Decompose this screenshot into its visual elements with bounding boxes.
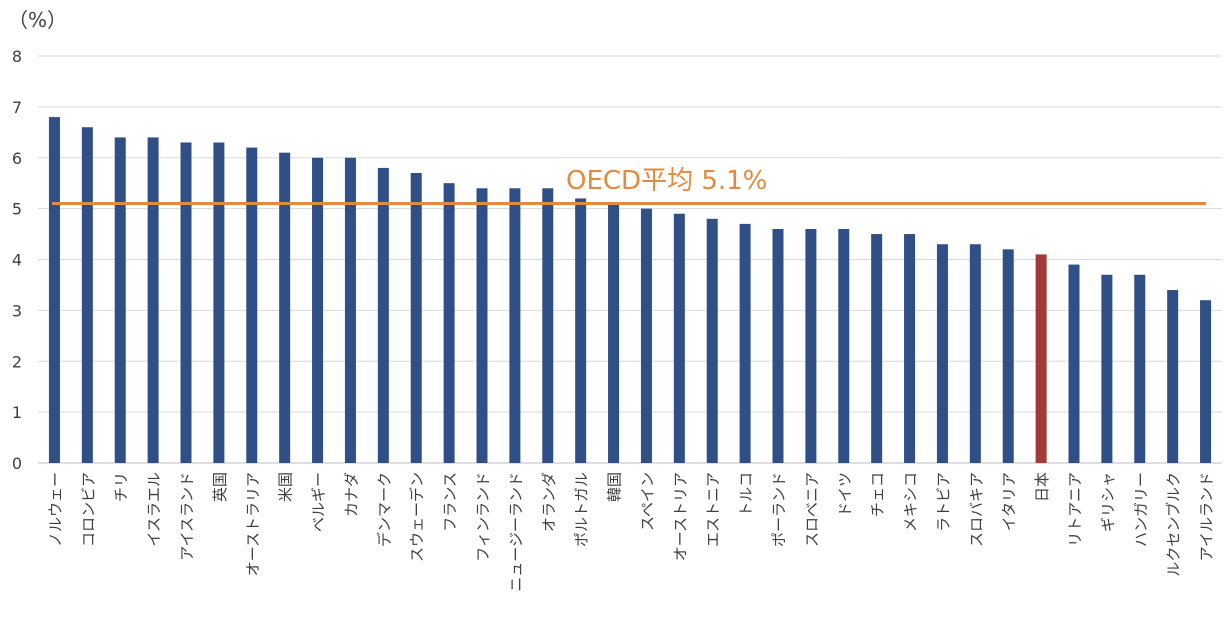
average-label: OECD平均 5.1% <box>566 166 767 196</box>
y-tick-label: 1 <box>12 403 22 422</box>
bar <box>180 142 192 464</box>
bar <box>410 173 422 463</box>
bar <box>936 244 948 463</box>
x-tick-label: イタリア <box>1000 472 1018 531</box>
x-tick-label: デンマーク <box>375 472 393 547</box>
bar <box>1134 274 1146 463</box>
x-tick-label: ニュージーランド <box>507 472 525 592</box>
y-tick-label: 0 <box>12 454 22 473</box>
bar <box>575 198 587 463</box>
x-tick-label: スペイン <box>638 472 656 531</box>
bar <box>640 208 652 463</box>
bar <box>969 244 981 463</box>
x-tick-label: ラトビア <box>934 472 952 532</box>
gridlines <box>38 55 1222 413</box>
average-line-group: OECD平均 5.1% <box>52 158 1206 206</box>
bar <box>279 152 291 463</box>
x-tick-label: ルクセンブルク <box>1165 472 1183 577</box>
bar <box>344 157 356 463</box>
bar <box>706 218 718 463</box>
x-tick-label: カナダ <box>342 472 360 517</box>
y-tick-label: 8 <box>12 47 22 66</box>
x-tick-label: メキシコ <box>902 472 920 532</box>
x-tick-label: 韓国 <box>606 472 624 502</box>
x-tick-label: アイスランド <box>178 472 196 561</box>
x-tick-label: ドイツ <box>836 472 854 517</box>
x-tick-label: スロベニア <box>803 472 821 547</box>
bar <box>673 213 685 463</box>
x-tick-label: ベルギー <box>310 472 328 532</box>
bar <box>838 228 850 463</box>
bar <box>1068 264 1080 463</box>
bar <box>377 167 389 464</box>
x-tick-label: チェコ <box>869 472 887 517</box>
bar <box>542 188 554 463</box>
x-tick-label: ギリシャ <box>1099 472 1117 532</box>
average-label-background <box>560 158 842 192</box>
x-tick-label: コロンビア <box>79 472 97 547</box>
bar <box>147 137 159 463</box>
bar <box>904 234 916 463</box>
bar <box>1002 249 1014 463</box>
bar <box>509 188 521 463</box>
x-tick-label: スロバキア <box>967 472 985 547</box>
x-tick-label: ポーランド <box>770 472 788 547</box>
bar <box>114 137 126 463</box>
bar <box>1101 274 1113 463</box>
x-tick-label: 日本 <box>1033 472 1051 502</box>
x-tick-label: オーストリア <box>671 472 689 561</box>
x-tick-label: トルコ <box>737 472 755 517</box>
y-unit-label: （%） <box>8 8 68 32</box>
x-tick-label: ハンガリー <box>1132 472 1150 547</box>
bar <box>81 127 93 463</box>
bar <box>48 117 60 464</box>
bar <box>1200 300 1212 463</box>
x-tick-label: フィンランド <box>474 472 492 562</box>
x-tick-label: リトアニア <box>1066 472 1084 547</box>
x-tick-label: ポルトガル <box>573 472 591 547</box>
bar <box>871 234 883 463</box>
x-tick-label: オランダ <box>540 472 558 532</box>
y-tick-label: 3 <box>12 301 22 320</box>
x-tick-label: フランス <box>441 472 459 532</box>
y-tick-label: 6 <box>12 149 22 168</box>
x-tick-label: スウェーデン <box>408 472 426 562</box>
x-tick-label: チリ <box>112 472 130 502</box>
bars <box>48 117 1212 464</box>
bar <box>312 157 324 463</box>
y-tick-label: 5 <box>12 200 22 219</box>
x-tick-label: オーストラリア <box>244 472 262 576</box>
bar <box>772 228 784 463</box>
bar <box>1167 290 1179 463</box>
y-tick-label: 4 <box>12 251 22 270</box>
bar <box>608 203 620 463</box>
bar <box>1035 254 1047 463</box>
x-tick-label: アイルランド <box>1198 472 1216 561</box>
y-tick-label: 7 <box>12 98 22 117</box>
x-tick-label: 英国 <box>211 472 229 502</box>
bar <box>476 188 488 463</box>
y-tick-label: 2 <box>12 352 22 371</box>
bar <box>739 223 751 463</box>
x-tick-label: エストニア <box>704 472 722 547</box>
y-axis-ticks: 0 1 2 3 4 5 6 7 8 <box>12 47 22 473</box>
x-tick-label: イスラエル <box>145 472 163 547</box>
x-axis-labels: ノルウェー コロンビア チリ イスラエル アイスランド 英国 オーストラリア 米国 ベルギー カナ… <box>46 472 1215 592</box>
bar <box>213 142 225 464</box>
x-tick-label: ノルウェー <box>46 472 64 547</box>
bar <box>246 147 258 463</box>
x-tick-label: 米国 <box>277 472 295 502</box>
bar <box>805 228 817 463</box>
bar <box>443 183 455 463</box>
